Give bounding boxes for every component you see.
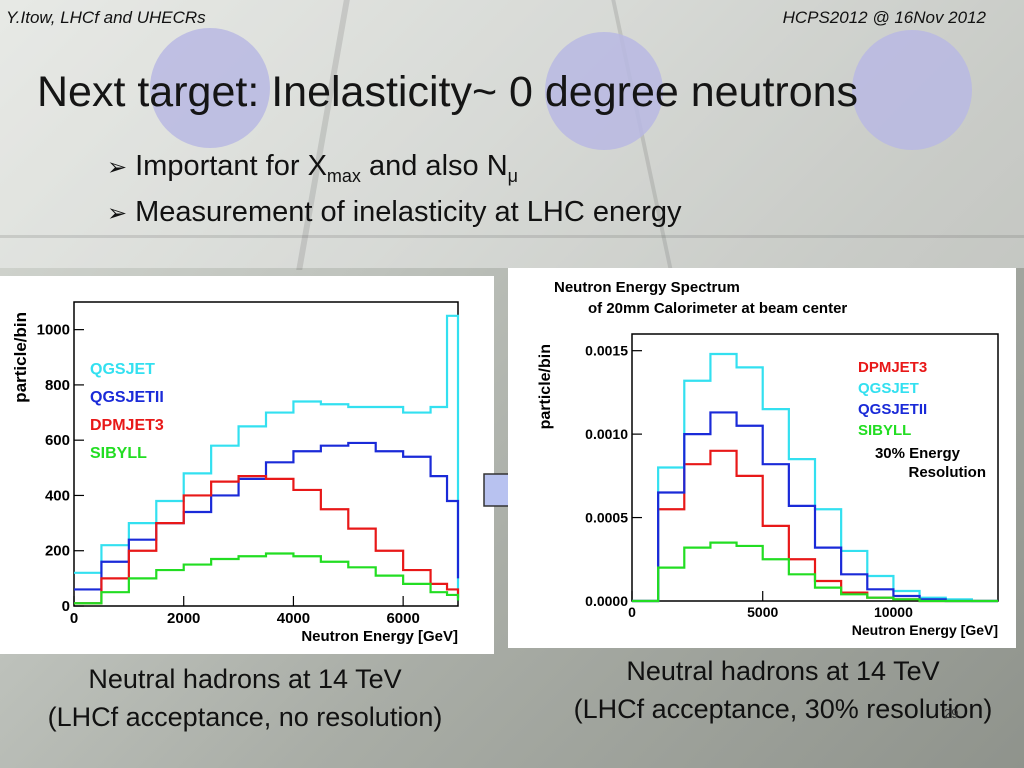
y-tick-label: 800 — [45, 377, 70, 394]
y-tick-label: 600 — [45, 432, 70, 449]
legend-entry: QGSJET — [858, 380, 919, 397]
caption-right-line2: (LHCf acceptance, 30% resolution) — [573, 694, 993, 724]
series-line-sibyll — [632, 541, 998, 603]
bullet-2-text: Measurement of inelasticity at LHC energ… — [135, 196, 682, 228]
x-axis-label: Neutron Energy [GeV] — [852, 622, 998, 638]
chart-right: 0.0000 0.0005 0.0010 0.0015 0 5000 10000 Neutro… — [537, 279, 999, 638]
x-tick-label: 2000 — [167, 610, 200, 627]
y-tick-label: 0.0005 — [585, 510, 628, 526]
bullet-1-sub-max: max — [326, 165, 361, 186]
slide-title: Next target: Inelasticity~ 0 degree neut… — [37, 68, 859, 116]
legend-entry: QGSJETII — [90, 389, 164, 406]
header-conference: HCPS2012 @ 16Nov 2012 — [782, 8, 986, 27]
chart-title: Neutron Energy Spectrum — [554, 279, 740, 296]
caption-left: Neutral hadrons at 14 TeV (LHCf acceptan… — [20, 660, 470, 736]
y-tick-label: 200 — [45, 543, 70, 560]
y-axis-label: particle/bin — [11, 312, 30, 403]
series-line-qgsjet — [74, 314, 460, 601]
bullet-1-text-mid: and also N — [360, 150, 508, 182]
x-tick-label: 6000 — [386, 610, 419, 627]
caption-left-line2: (LHCf acceptance, no resolution) — [47, 702, 443, 732]
chart-panel-right: 0.0000 0.0005 0.0010 0.0015 0 5000 10000 Neutro… — [508, 268, 1016, 648]
y-tick-label: 400 — [45, 487, 70, 504]
y-tick-label: 0.0010 — [585, 426, 628, 442]
x-tick-label: 0 — [70, 610, 78, 627]
series-line-dpmjet3 — [74, 475, 460, 605]
caption-right: Neutral hadrons at 14 TeV (LHCf acceptan… — [548, 652, 1018, 728]
arrow-bullet-icon: ➢ — [107, 200, 128, 227]
x-tick-label: 4000 — [277, 610, 310, 627]
x-tick-label: 5000 — [747, 604, 778, 620]
y-tick-label: 0.0015 — [585, 343, 628, 359]
legend-entry: DPMJET3 — [858, 359, 927, 376]
plot-frame — [631, 333, 999, 602]
bullet-1: ➢ Important for Xmax and also Nμ — [107, 150, 518, 187]
x-axis-label: Neutron Energy [GeV] — [301, 628, 458, 645]
legend-entry: QGSJETII — [858, 401, 927, 418]
caption-right-line1: Neutral hadrons at 14 TeV — [626, 656, 940, 686]
x-tick-label: 0 — [628, 604, 636, 620]
arrow-bullet-icon: ➢ — [107, 154, 128, 181]
bullet-2: ➢ Measurement of inelasticity at LHC ener… — [107, 196, 682, 229]
y-axis-label: particle/bin — [537, 344, 554, 429]
chart-subtitle: of 20mm Calorimeter at beam center — [588, 300, 847, 317]
legend-entry: DPMJET3 — [90, 417, 164, 434]
caption-left-line1: Neutral hadrons at 14 TeV — [88, 664, 402, 694]
legend-entry: QGSJET — [90, 361, 155, 378]
x-tick-label: 10000 — [874, 604, 913, 620]
series-line-qgsjet — [632, 352, 998, 603]
slide-number: 29 — [944, 706, 959, 721]
series-line-sibyll — [74, 552, 460, 605]
legend-entry: SIBYLL — [858, 422, 911, 439]
bullet-1-sub-mu: μ — [507, 165, 519, 186]
y-tick-label: 0 — [62, 598, 70, 615]
header-author: Y.Itow, LHCf and UHECRs — [6, 8, 206, 27]
series-line-qgsjetii — [74, 441, 460, 591]
chart-panel-left: 0 200 400 600 800 1000 0 2000 4000 6000 Neutron En… — [0, 276, 494, 654]
annotation-line2: Resolution — [909, 464, 987, 481]
y-tick-label: 0.0000 — [585, 593, 628, 609]
bullet-1-text: Important for X — [135, 150, 327, 182]
series-line-qgsjetii — [632, 411, 998, 603]
y-tick-label: 1000 — [37, 322, 70, 339]
annotation-line1: 30% Energy — [875, 445, 961, 462]
legend-entry: SIBYLL — [90, 445, 147, 462]
